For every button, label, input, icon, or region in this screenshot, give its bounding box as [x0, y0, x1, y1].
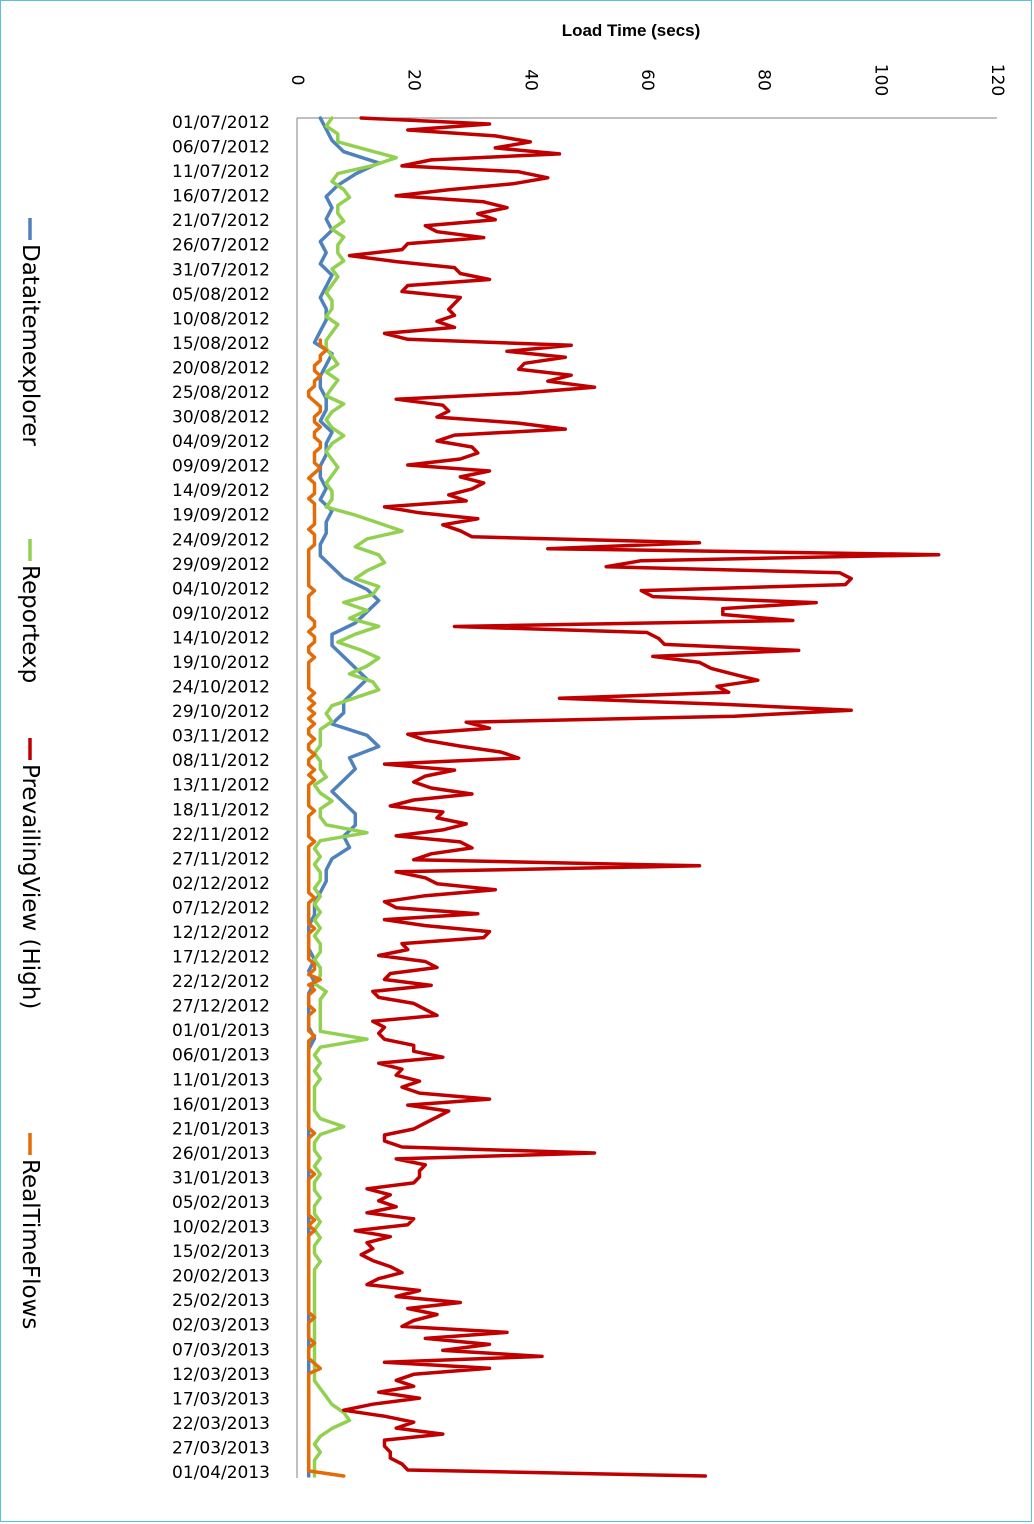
- date-label: 19/09/2012: [172, 506, 270, 526]
- series-lines: [306, 116, 941, 1478]
- date-label: 02/03/2013: [172, 1316, 270, 1336]
- date-label: 09/09/2012: [172, 457, 270, 477]
- date-label: 06/07/2012: [172, 138, 270, 158]
- date-label: 22/12/2012: [172, 972, 270, 992]
- series-line-prevailingview-high: [341, 116, 941, 1478]
- legend-label: PrevailingView (High): [17, 764, 43, 1009]
- legend-item: Reportexp: [17, 539, 43, 683]
- date-label: 31/01/2013: [172, 1168, 270, 1188]
- date-label: 27/03/2013: [172, 1438, 270, 1458]
- date-label: 22/11/2012: [172, 825, 270, 845]
- date-label: 01/01/2013: [172, 1021, 270, 1041]
- date-axis-labels: 01/07/2012 06/07/2012 11/07/2012 16/07/2012…: [172, 113, 270, 1483]
- date-label: 16/01/2013: [172, 1095, 270, 1115]
- date-label: 25/02/2013: [172, 1291, 270, 1311]
- legend: Dataitemexplorer Reportexp PrevailingView …: [17, 218, 43, 1329]
- date-label: 15/02/2013: [172, 1242, 270, 1262]
- value-tick-label: 20: [404, 69, 424, 91]
- date-label: 04/09/2012: [172, 432, 270, 452]
- date-label: 05/08/2012: [172, 285, 270, 305]
- date-label: 06/01/2013: [172, 1046, 270, 1066]
- date-label: 14/09/2012: [172, 481, 270, 501]
- date-label: 10/08/2012: [172, 309, 270, 329]
- date-label: 20/02/2013: [172, 1267, 270, 1287]
- date-label: 22/03/2013: [172, 1414, 270, 1434]
- value-tick-label: 80: [754, 69, 774, 91]
- date-label: 31/07/2012: [172, 260, 270, 280]
- date-label: 20/08/2012: [172, 358, 270, 378]
- date-label: 18/11/2012: [172, 800, 270, 820]
- date-label: 19/10/2012: [172, 653, 270, 673]
- date-label: 13/11/2012: [172, 776, 270, 796]
- value-tick-label: 0: [287, 75, 307, 86]
- date-label: 15/08/2012: [172, 334, 270, 354]
- value-axis-title: Load Time (secs): [562, 21, 701, 40]
- date-label: 07/12/2012: [172, 898, 270, 918]
- date-label: 30/08/2012: [172, 408, 270, 428]
- value-tick-label: 60: [637, 69, 657, 91]
- date-label: 29/10/2012: [172, 702, 270, 722]
- series-line-realtimeflows: [306, 338, 346, 1478]
- date-label: 01/04/2013: [172, 1463, 270, 1483]
- series-line-reportexp: [312, 116, 404, 1478]
- date-label: 01/07/2012: [172, 113, 270, 133]
- date-label: 09/10/2012: [172, 604, 270, 624]
- date-label: 21/01/2013: [172, 1119, 270, 1139]
- date-label: 12/03/2013: [172, 1365, 270, 1385]
- date-label: 11/01/2013: [172, 1070, 270, 1090]
- date-label: 03/11/2012: [172, 727, 270, 747]
- legend-item: Dataitemexplorer: [17, 218, 43, 446]
- legend-item: RealTimeFlows: [17, 1133, 43, 1329]
- date-label: 05/02/2013: [172, 1193, 270, 1213]
- date-label: 14/10/2012: [172, 628, 270, 648]
- date-label: 12/12/2012: [172, 923, 270, 943]
- date-label: 26/07/2012: [172, 236, 270, 256]
- date-label: 11/07/2012: [172, 162, 270, 182]
- date-label: 04/10/2012: [172, 579, 270, 599]
- date-label: 10/02/2013: [172, 1218, 270, 1238]
- date-label: 24/09/2012: [172, 530, 270, 550]
- date-label: 27/12/2012: [172, 997, 270, 1017]
- value-tick-label: 40: [520, 69, 540, 91]
- date-label: 17/12/2012: [172, 948, 270, 968]
- date-label: 16/07/2012: [172, 187, 270, 207]
- legend-label: Reportexp: [17, 565, 43, 683]
- legend-item: PrevailingView (High): [17, 738, 43, 1009]
- value-axis-ticks: 0 20 40 60 80 100 120: [287, 64, 1007, 96]
- date-label: 25/08/2012: [172, 383, 270, 403]
- date-label: 26/01/2013: [172, 1144, 270, 1164]
- legend-label: RealTimeFlows: [17, 1159, 43, 1329]
- value-tick-label: 120: [987, 64, 1007, 96]
- date-label: 07/03/2013: [172, 1340, 270, 1360]
- date-label: 08/11/2012: [172, 751, 270, 771]
- date-label: 21/07/2012: [172, 211, 270, 231]
- legend-label: Dataitemexplorer: [17, 244, 43, 446]
- date-label: 17/03/2013: [172, 1389, 270, 1409]
- date-label: 27/11/2012: [172, 849, 270, 869]
- value-tick-label: 100: [870, 64, 890, 96]
- series-line-dataitemexplorer: [306, 116, 381, 1478]
- date-label: 29/09/2012: [172, 555, 270, 575]
- date-label: 24/10/2012: [172, 678, 270, 698]
- date-label: 02/12/2012: [172, 874, 270, 894]
